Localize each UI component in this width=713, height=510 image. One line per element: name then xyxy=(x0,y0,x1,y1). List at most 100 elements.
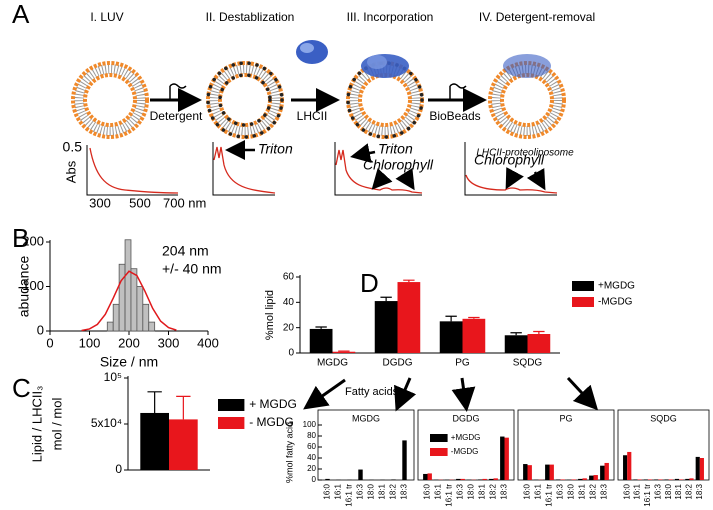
spectra-xtick: 700 nm xyxy=(163,195,206,210)
legend-swatch xyxy=(430,434,448,442)
arrow-label: BioBeads xyxy=(429,109,480,123)
y-tick-label: 20 xyxy=(307,464,316,473)
bar xyxy=(500,436,505,480)
error-bar xyxy=(147,391,162,413)
y-tick-label: 200 xyxy=(22,233,44,248)
histogram-bar xyxy=(148,321,156,332)
step-title: III. Incorporation xyxy=(347,10,434,24)
bar xyxy=(571,479,576,480)
bar xyxy=(560,479,565,480)
x-tick-label: 18:0 xyxy=(664,483,673,499)
step-arrows xyxy=(150,83,487,112)
vesicle xyxy=(488,54,566,139)
bar xyxy=(423,473,428,480)
y-tick-label: 100 xyxy=(303,420,317,429)
bar xyxy=(549,464,554,480)
bar xyxy=(578,478,583,480)
legend-label: -MGDG xyxy=(451,447,479,456)
bar xyxy=(689,478,694,480)
chart-title: MGDG xyxy=(352,413,380,423)
bar xyxy=(462,318,486,353)
bar xyxy=(456,478,461,480)
bar xyxy=(478,479,483,480)
x-tick-label: SQDG xyxy=(513,358,543,369)
y-tick-label: 10⁵ xyxy=(104,370,122,384)
x-tick-label: 16:1 xyxy=(633,483,642,499)
bar xyxy=(658,479,663,480)
section-heading: Fatty acids xyxy=(345,386,399,398)
x-tick-label: 16:3 xyxy=(556,483,565,499)
x-tick-label: 18:2 xyxy=(489,483,498,499)
y-axis-label: Lipid / LHCII₃ xyxy=(29,386,44,463)
error-bar xyxy=(338,350,350,352)
x-tick-label: DGDG xyxy=(383,358,413,369)
spectra xyxy=(86,140,558,196)
histogram-bar xyxy=(136,286,144,332)
x-tick-label: 18:1 xyxy=(674,483,683,499)
x-tick-label: 16:1 xyxy=(334,483,343,499)
y-axis-label: mol / mol xyxy=(49,398,64,451)
x-tick-label: 16:1 tr xyxy=(545,484,554,507)
bar xyxy=(527,334,551,353)
histogram-bar xyxy=(106,321,114,332)
bar xyxy=(402,440,407,480)
bar xyxy=(140,412,169,470)
bar xyxy=(523,464,528,480)
annotation: Chlorophyll xyxy=(474,152,545,168)
bar xyxy=(623,455,628,480)
bar xyxy=(556,479,561,480)
bar xyxy=(332,351,356,353)
x-tick-label: 18:0 xyxy=(367,483,376,499)
x-axis-label: Size / nm xyxy=(100,354,158,370)
step-title: II. Destablization xyxy=(206,10,295,24)
x-tick-label: 200 xyxy=(118,335,140,350)
bar xyxy=(664,479,669,480)
x-tick-label: 16:0 xyxy=(323,483,332,499)
bar xyxy=(439,321,463,353)
x-tick-label: 400 xyxy=(197,335,219,350)
y-tick-label: 100 xyxy=(22,278,44,293)
bar xyxy=(637,479,642,480)
x-tick-label: 18:3 xyxy=(500,483,509,499)
arrow-label: LHCII xyxy=(297,109,328,123)
error-bar xyxy=(533,330,545,334)
x-tick-label: 16:0 xyxy=(523,483,532,499)
error-bar xyxy=(403,279,415,283)
x-tick-label: PG xyxy=(455,358,470,369)
x-tick-label: 18:3 xyxy=(695,483,704,499)
histogram-bar xyxy=(112,303,120,332)
bar xyxy=(460,478,465,480)
x-tick-label: 16:3 xyxy=(456,483,465,499)
product-label: LHCII-proteoliposome xyxy=(476,148,574,159)
bar xyxy=(582,478,587,480)
plot-frame xyxy=(317,409,415,481)
x-tick-label: 16:1 xyxy=(534,483,543,499)
bar xyxy=(325,478,330,480)
legend-label: +MGDG xyxy=(451,433,481,442)
y-axis-label: %mol lipid xyxy=(264,290,276,340)
x-tick-label: 16:1 tr xyxy=(345,484,354,507)
bar xyxy=(668,479,673,480)
spectra-ytick: 0.5 xyxy=(63,139,83,155)
error-bar xyxy=(176,395,191,420)
legend-label: + MGDG xyxy=(249,397,297,411)
bar xyxy=(674,478,680,480)
error-bar xyxy=(445,315,457,322)
annotation: Triton xyxy=(258,141,293,157)
y-tick-label: 80 xyxy=(307,431,316,440)
legend-swatch xyxy=(218,399,245,411)
protein-icon xyxy=(296,40,328,64)
chart-title: DGDG xyxy=(453,413,480,423)
x-tick-label: 18:2 xyxy=(589,483,598,499)
annotation: Triton xyxy=(378,141,413,157)
histogram-bar xyxy=(130,268,138,332)
histogram-bar xyxy=(142,303,150,332)
step-title: IV. Detergent-removal xyxy=(479,10,595,24)
bar xyxy=(482,478,487,480)
panel-label: D xyxy=(360,268,379,298)
x-tick-label: 300 xyxy=(158,335,180,350)
y-tick-label: 60 xyxy=(307,442,316,451)
legend-swatch xyxy=(430,448,448,456)
x-tick-label: 0 xyxy=(46,335,53,350)
